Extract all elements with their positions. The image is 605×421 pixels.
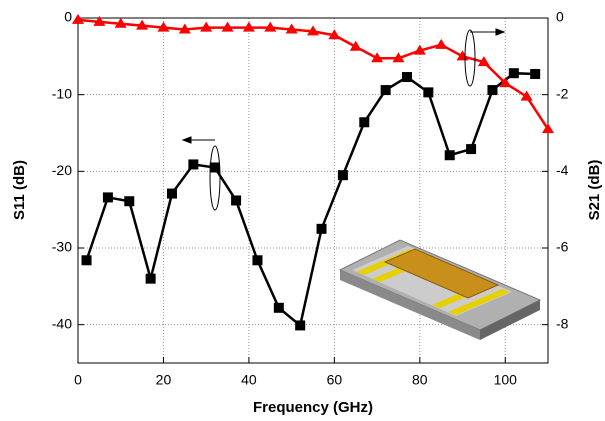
y-tick-label: -30	[52, 239, 72, 255]
y2-axis-title: S21 (dB)	[586, 160, 603, 221]
x-tick-label: 60	[327, 372, 343, 388]
marker	[338, 170, 348, 180]
annotations	[183, 29, 504, 210]
y-tick-label: -10	[52, 85, 72, 101]
y2-tick-label: -6	[556, 239, 569, 255]
marker	[435, 39, 447, 49]
y-axis-title: S11 (dB)	[11, 160, 28, 220]
marker	[423, 87, 433, 97]
marker	[274, 303, 284, 313]
marker	[72, 14, 84, 24]
x-axis-title: Frequency (GHz)	[253, 399, 373, 416]
marker	[445, 150, 455, 160]
marker	[188, 159, 198, 169]
marker	[231, 195, 241, 205]
marker	[487, 85, 497, 95]
x-tick-label: 20	[156, 372, 172, 388]
y-tick-label: -20	[52, 162, 72, 178]
y-tick-label: 0	[64, 9, 72, 25]
marker	[167, 189, 177, 199]
marker	[82, 255, 92, 265]
marker	[317, 224, 327, 234]
marker	[359, 117, 369, 127]
marker	[103, 192, 113, 202]
marker	[530, 69, 540, 79]
y-tick-label: -40	[52, 315, 72, 331]
marker	[509, 68, 519, 78]
marker	[210, 163, 220, 173]
x-tick-label: 40	[241, 372, 257, 388]
marker	[252, 255, 262, 265]
x-tick-label: 0	[74, 372, 82, 388]
inset-device	[340, 240, 540, 340]
y2-tick-label: -8	[556, 315, 569, 331]
x-tick-label: 100	[494, 372, 518, 388]
marker	[124, 196, 134, 206]
marker	[295, 320, 305, 330]
chart: 0 20 40 60 80 100 0 -10 -20 -30 -40 0 -2 -4 -6 -8 Frequ…	[0, 0, 605, 421]
y2-tick-label: -2	[556, 85, 569, 101]
page: {"chart_data": {"type": "line", "x_label…	[0, 0, 605, 421]
y2-tick-label: -4	[556, 162, 569, 178]
marker	[146, 274, 156, 284]
marker	[402, 72, 412, 82]
marker	[381, 85, 391, 95]
y2-tick-label: 0	[556, 9, 564, 25]
series-line	[78, 20, 548, 129]
x-tick-label: 80	[412, 372, 428, 388]
marker	[521, 91, 533, 101]
marker	[466, 144, 476, 154]
